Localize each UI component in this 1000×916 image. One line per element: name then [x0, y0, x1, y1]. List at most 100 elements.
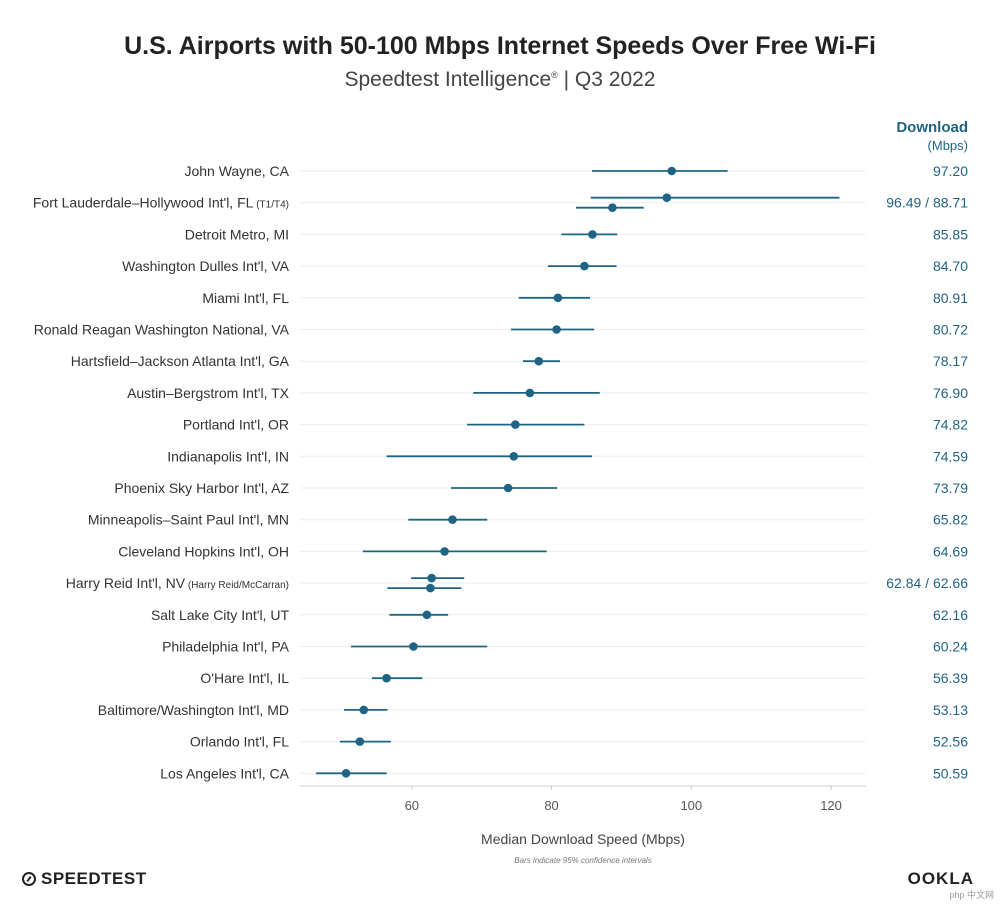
chart-subtitle: Speedtest Intelligence® | Q3 2022	[0, 68, 1000, 92]
subtitle-main: Speedtest Intelligence	[344, 68, 552, 91]
row-label-text: Portland Int'l, OR	[183, 417, 289, 433]
speedtest-logo: SPEEDTEST	[22, 869, 147, 889]
median-point	[440, 547, 449, 556]
row-sublabel: (Harry Reid/McCarran)	[185, 580, 289, 591]
row-label-text: Cleveland Hopkins Int'l, OH	[118, 543, 289, 559]
median-point	[534, 356, 544, 366]
value-label: 52.56	[933, 734, 968, 750]
value-label: 74.59	[933, 448, 968, 464]
row-label: O'Hare Int'l, IL	[200, 670, 289, 686]
value-label: 73.79	[933, 480, 968, 496]
median-point	[511, 420, 520, 429]
value-label: 65.82	[933, 512, 968, 528]
value-label: 97.20	[933, 163, 968, 179]
row-label: Ronald Reagan Washington National, VA	[34, 322, 290, 338]
row-label-text: Detroit Metro, MI	[185, 226, 289, 242]
median-point	[580, 261, 589, 271]
median-point	[382, 673, 391, 683]
median-point	[422, 610, 432, 620]
value-label: 53.13	[933, 702, 968, 718]
row-label-text: Phoenix Sky Harbor Int'l, AZ	[114, 480, 289, 496]
value-label: 50.59	[933, 765, 968, 781]
row-label-text: Philadelphia Int'l, PA	[162, 639, 290, 655]
value-label: 76.90	[933, 385, 968, 401]
median-point	[448, 515, 457, 524]
row-label: Philadelphia Int'l, PA	[162, 639, 290, 655]
row-label: Austin–Bergstrom Int'l, TX	[127, 385, 290, 401]
row-label: Salt Lake City Int'l, UT	[151, 607, 290, 623]
row-label-text: Baltimore/Washington Int'l, MD	[98, 702, 289, 718]
row-label: Phoenix Sky Harbor Int'l, AZ	[114, 480, 289, 496]
row-label: Washington Dulles Int'l, VA	[122, 258, 290, 274]
ookla-logo: OOKLA	[907, 869, 974, 888]
x-tick-label: 120	[820, 798, 842, 813]
row-label: Miami Int'l, FL	[202, 290, 289, 306]
value-label: 78.17	[933, 353, 968, 369]
row-label-text: Miami Int'l, FL	[202, 290, 289, 306]
value-label: 60.24	[933, 639, 968, 655]
speedometer-icon	[22, 872, 36, 886]
row-label-text: Washington Dulles Int'l, VA	[122, 258, 290, 274]
row-label: Indianapolis Int'l, IN	[167, 448, 289, 464]
value-column-header: Download (Mbps)	[896, 119, 968, 155]
value-label: 62.16	[933, 607, 968, 623]
row-label-text: O'Hare Int'l, IL	[200, 670, 289, 686]
row-label: Orlando Int'l, FL	[190, 734, 289, 750]
row-label: Fort Lauderdale–Hollywood Int'l, FL (T1/…	[33, 195, 289, 211]
row-label-text: Orlando Int'l, FL	[190, 734, 289, 750]
row-label-text: Indianapolis Int'l, IN	[167, 448, 289, 464]
row-label: Portland Int'l, OR	[183, 417, 289, 433]
x-axis-label: Median Download Speed (Mbps)	[481, 831, 685, 847]
x-tick-label: 60	[405, 798, 419, 813]
median-point	[355, 737, 365, 746]
median-point	[341, 769, 351, 778]
value-label: 80.91	[933, 290, 968, 306]
x-tick-label: 100	[680, 798, 702, 813]
row-label: John Wayne, CA	[184, 163, 289, 179]
subtitle-tail: | Q3 2022	[557, 68, 656, 91]
row-label-text: Ronald Reagan Washington National, VA	[34, 322, 290, 338]
median-point	[509, 452, 519, 461]
registered-mark: ®	[551, 70, 558, 80]
value-label: 85.85	[933, 226, 968, 242]
row-label: Minneapolis–Saint Paul Int'l, MN	[88, 512, 289, 528]
median-point	[525, 388, 535, 398]
row-label: Baltimore/Washington Int'l, MD	[98, 702, 289, 718]
median-point	[409, 642, 418, 651]
row-label-text: Fort Lauderdale–Hollywood Int'l, FL	[33, 195, 254, 211]
row-sublabel: (T1/T4)	[253, 200, 289, 211]
median-point	[553, 293, 563, 303]
row-label: Los Angeles Int'l, CA	[160, 765, 289, 781]
column-head-unit: (Mbps)	[927, 138, 968, 153]
value-label: 96.49 / 88.71	[886, 195, 968, 211]
value-label: 56.39	[933, 670, 968, 686]
row-label: Cleveland Hopkins Int'l, OH	[118, 543, 289, 559]
column-head-download: Download	[896, 119, 968, 136]
value-label: 62.84 / 62.66	[886, 575, 968, 591]
row-label: Hartsfield–Jackson Atlanta Int'l, GA	[71, 353, 290, 369]
row-label: Detroit Metro, MI	[185, 226, 289, 242]
speedtest-wordmark: SPEEDTEST	[41, 869, 147, 888]
row-label-text: John Wayne, CA	[184, 163, 289, 179]
row-label-text: Hartsfield–Jackson Atlanta Int'l, GA	[71, 353, 290, 369]
median-point	[426, 583, 435, 593]
value-label: 80.72	[933, 322, 968, 338]
median-point	[552, 325, 561, 334]
row-label: Harry Reid Int'l, NV (Harry Reid/McCarra…	[66, 575, 289, 591]
watermark: php 中文网	[949, 890, 994, 900]
row-label-text: Los Angeles Int'l, CA	[160, 765, 289, 781]
row-label-text: Harry Reid Int'l, NV	[66, 575, 186, 591]
row-label-text: Salt Lake City Int'l, UT	[151, 607, 290, 623]
median-point	[662, 193, 672, 202]
value-label: 74.82	[933, 417, 968, 433]
median-point	[427, 573, 436, 583]
value-label: 84.70	[933, 258, 968, 274]
chart-title: U.S. Airports with 50-100 Mbps Internet …	[124, 32, 876, 60]
row-label-text: Minneapolis–Saint Paul Int'l, MN	[88, 512, 289, 528]
value-label: 64.69	[933, 543, 968, 559]
x-tick-label: 80	[544, 798, 558, 813]
median-point	[667, 166, 677, 176]
median-point	[359, 705, 369, 715]
median-point	[588, 230, 597, 239]
median-point	[608, 203, 617, 212]
